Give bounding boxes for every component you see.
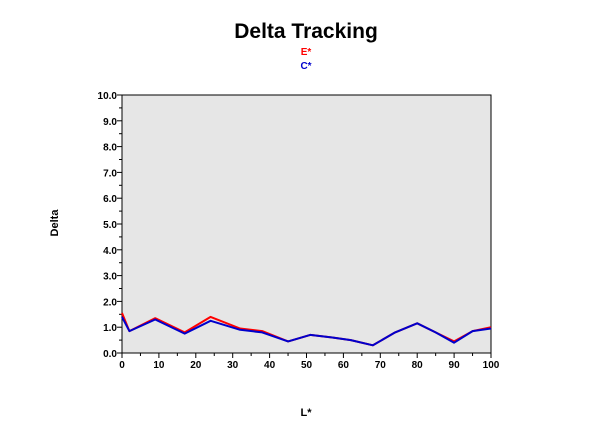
series-layer	[121, 312, 492, 347]
x-tick-label: 0	[119, 360, 125, 371]
x-tick-label: 10	[153, 360, 165, 371]
y-tick-label: 10.0	[98, 91, 118, 102]
y-tick-label: 8.0	[103, 143, 117, 154]
x-tick-label: 100	[483, 360, 500, 371]
legend-entry: E*	[301, 47, 312, 58]
x-tick-label: 20	[190, 360, 202, 371]
y-tick-label: 0.0	[103, 349, 117, 360]
chart-legend: E* C*	[300, 47, 311, 72]
x-tick-label: 90	[449, 360, 461, 371]
x-tick-label: 60	[338, 360, 350, 371]
legend-entry: C*	[300, 61, 311, 72]
y-tick-label: 5.0	[103, 220, 117, 231]
y-axis: 0.0 1.0 2.0 3.0 4.0 5.0 6.0 7.0 8.0 9.0 10.0	[98, 91, 122, 360]
y-tick-label: 9.0	[103, 117, 117, 128]
x-tick-label: 30	[227, 360, 239, 371]
y-tick-label: 7.0	[103, 168, 117, 179]
x-tick-label: 40	[264, 360, 276, 371]
y-tick-label: 2.0	[103, 297, 117, 308]
y-axis-label: Delta	[49, 209, 61, 237]
series-line	[121, 316, 492, 347]
x-tick-label: 80	[412, 360, 424, 371]
x-tick-label: 50	[301, 360, 313, 371]
y-tick-label: 3.0	[103, 272, 117, 283]
y-tick-label: 1.0	[103, 323, 117, 334]
x-axis-label: L*	[301, 407, 313, 419]
y-tick-label: 6.0	[103, 194, 117, 205]
y-tick-label: 4.0	[103, 246, 117, 257]
x-tick-label: 70	[375, 360, 387, 371]
chart-title: Delta Tracking	[234, 20, 378, 43]
plot-area	[121, 94, 492, 354]
x-axis: 0 10 20 30 40 50 60 70 80 90 100	[119, 353, 500, 371]
